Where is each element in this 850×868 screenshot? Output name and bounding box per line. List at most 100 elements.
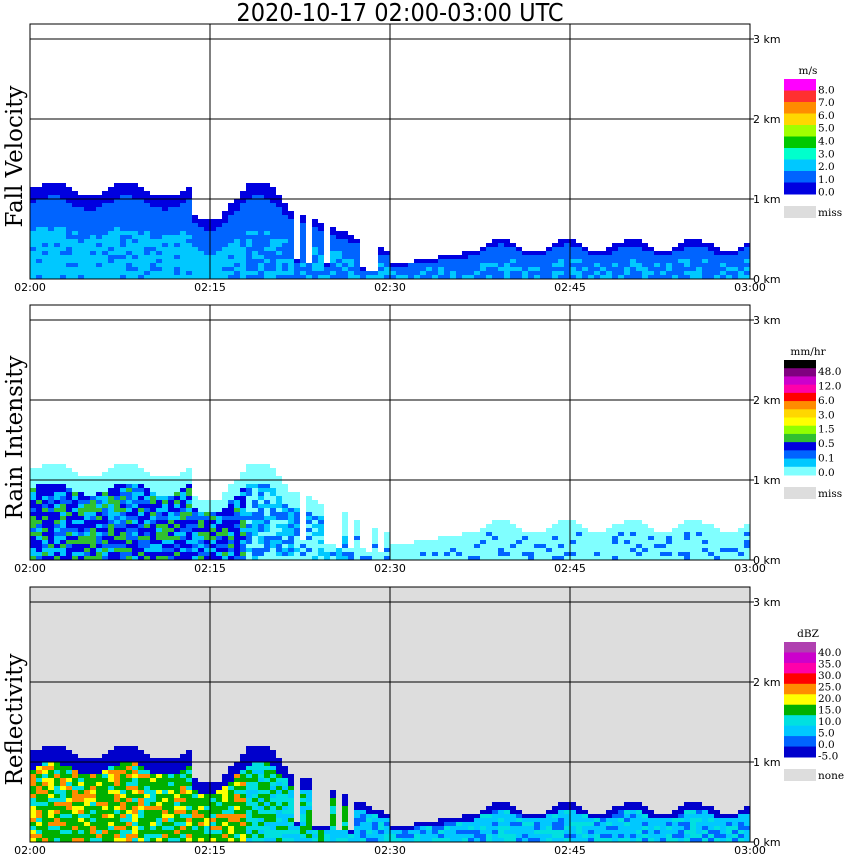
heatmap-cell bbox=[252, 758, 258, 762]
heatmap-cell bbox=[468, 271, 474, 275]
heatmap-cell bbox=[276, 758, 282, 762]
heatmap-cell bbox=[300, 838, 306, 842]
heatmap-cell bbox=[108, 516, 114, 520]
heatmap-cell bbox=[540, 838, 546, 842]
heatmap-cell bbox=[198, 782, 204, 786]
heatmap-cell bbox=[486, 532, 492, 536]
heatmap-cell bbox=[186, 754, 192, 758]
heatmap-cell bbox=[474, 548, 480, 552]
heatmap-cell bbox=[144, 786, 150, 790]
heatmap-cell bbox=[150, 263, 156, 267]
heatmap-cell bbox=[132, 786, 138, 790]
heatmap-cell bbox=[528, 536, 534, 540]
heatmap-cell bbox=[552, 552, 558, 556]
heatmap-cell bbox=[684, 239, 690, 243]
heatmap-cell bbox=[180, 251, 186, 255]
heatmap-cell bbox=[624, 267, 630, 271]
heatmap-cell bbox=[270, 826, 276, 830]
heatmap-cell bbox=[138, 187, 144, 191]
heatmap-cell bbox=[594, 271, 600, 275]
heatmap-cell bbox=[192, 227, 198, 231]
heatmap-cell bbox=[114, 818, 120, 822]
heatmap-cell bbox=[54, 263, 60, 267]
heatmap-cell bbox=[90, 516, 96, 520]
heatmap-cell bbox=[132, 263, 138, 267]
heatmap-cell bbox=[288, 786, 294, 790]
heatmap-cell bbox=[534, 251, 540, 255]
heatmap-cell bbox=[36, 528, 42, 532]
heatmap-cell bbox=[264, 818, 270, 822]
heatmap-cell bbox=[156, 251, 162, 255]
heatmap-cell bbox=[444, 834, 450, 838]
heatmap-cell bbox=[294, 500, 300, 504]
heatmap-cell bbox=[270, 223, 276, 227]
heatmap-cell bbox=[210, 528, 216, 532]
heatmap-cell bbox=[156, 508, 162, 512]
heatmap-cell bbox=[72, 195, 78, 199]
heatmap-cell bbox=[234, 500, 240, 504]
heatmap-cell bbox=[42, 480, 48, 484]
heatmap-cell bbox=[624, 822, 630, 826]
colorbar-missing-label: miss bbox=[818, 207, 842, 219]
heatmap-cell bbox=[624, 540, 630, 544]
heatmap-cell bbox=[234, 520, 240, 524]
heatmap-cell bbox=[714, 544, 720, 548]
heatmap-cell bbox=[480, 247, 486, 251]
heatmap-cell bbox=[162, 794, 168, 798]
heatmap-cell bbox=[420, 267, 426, 271]
heatmap-cell bbox=[96, 504, 102, 508]
heatmap-cell bbox=[102, 492, 108, 496]
heatmap-cell bbox=[132, 548, 138, 552]
heatmap-cell bbox=[714, 536, 720, 540]
heatmap-cell bbox=[90, 536, 96, 540]
heatmap-cell bbox=[198, 223, 204, 227]
heatmap-cell bbox=[36, 834, 42, 838]
heatmap-cell bbox=[420, 263, 426, 267]
heatmap-cell bbox=[498, 275, 504, 279]
heatmap-cell bbox=[234, 235, 240, 239]
heatmap-cell bbox=[114, 203, 120, 207]
heatmap-cell bbox=[30, 766, 36, 770]
heatmap-cell bbox=[168, 255, 174, 259]
heatmap-cell bbox=[384, 548, 390, 552]
heatmap-cell bbox=[348, 548, 354, 552]
heatmap-cell bbox=[606, 810, 612, 814]
heatmap-cell bbox=[540, 259, 546, 263]
heatmap-cell bbox=[168, 778, 174, 782]
heatmap-cell bbox=[258, 211, 264, 215]
heatmap-cell bbox=[372, 540, 378, 544]
heatmap-cell bbox=[582, 814, 588, 818]
heatmap-cell bbox=[264, 750, 270, 754]
heatmap-cell bbox=[168, 826, 174, 830]
heatmap-cell bbox=[96, 552, 102, 556]
time-tick-label: 03:00 bbox=[734, 562, 766, 575]
heatmap-cell bbox=[102, 255, 108, 259]
heatmap-cell bbox=[480, 818, 486, 822]
heatmap-cell bbox=[246, 231, 252, 235]
heatmap-cell bbox=[690, 271, 696, 275]
heatmap-cell bbox=[450, 556, 456, 560]
heatmap-cell bbox=[336, 243, 342, 247]
heatmap-cell bbox=[108, 500, 114, 504]
heatmap-cell bbox=[702, 830, 708, 834]
heatmap-cell bbox=[438, 263, 444, 267]
heatmap-cell bbox=[144, 552, 150, 556]
heatmap-cell bbox=[378, 822, 384, 826]
heatmap-cell bbox=[72, 231, 78, 235]
heatmap-cell bbox=[264, 524, 270, 528]
heatmap-cell bbox=[246, 544, 252, 548]
heatmap-cell bbox=[60, 219, 66, 223]
heatmap-cell bbox=[570, 544, 576, 548]
heatmap-cell bbox=[492, 275, 498, 279]
heatmap-cell bbox=[684, 556, 690, 560]
heatmap-cell bbox=[186, 528, 192, 532]
heatmap-cell bbox=[492, 255, 498, 259]
heatmap-cell bbox=[144, 826, 150, 830]
heatmap-cell bbox=[564, 271, 570, 275]
heatmap-cell bbox=[234, 826, 240, 830]
heatmap-cell bbox=[228, 231, 234, 235]
heatmap-cell bbox=[378, 267, 384, 271]
heatmap-cell bbox=[528, 814, 534, 818]
heatmap-cell bbox=[36, 830, 42, 834]
heatmap-cell bbox=[222, 255, 228, 259]
